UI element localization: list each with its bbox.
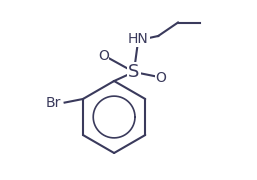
Text: Br: Br (46, 96, 61, 110)
Text: O: O (155, 71, 166, 85)
Text: S: S (128, 63, 140, 81)
Text: O: O (98, 49, 109, 63)
Text: HN: HN (128, 32, 149, 46)
